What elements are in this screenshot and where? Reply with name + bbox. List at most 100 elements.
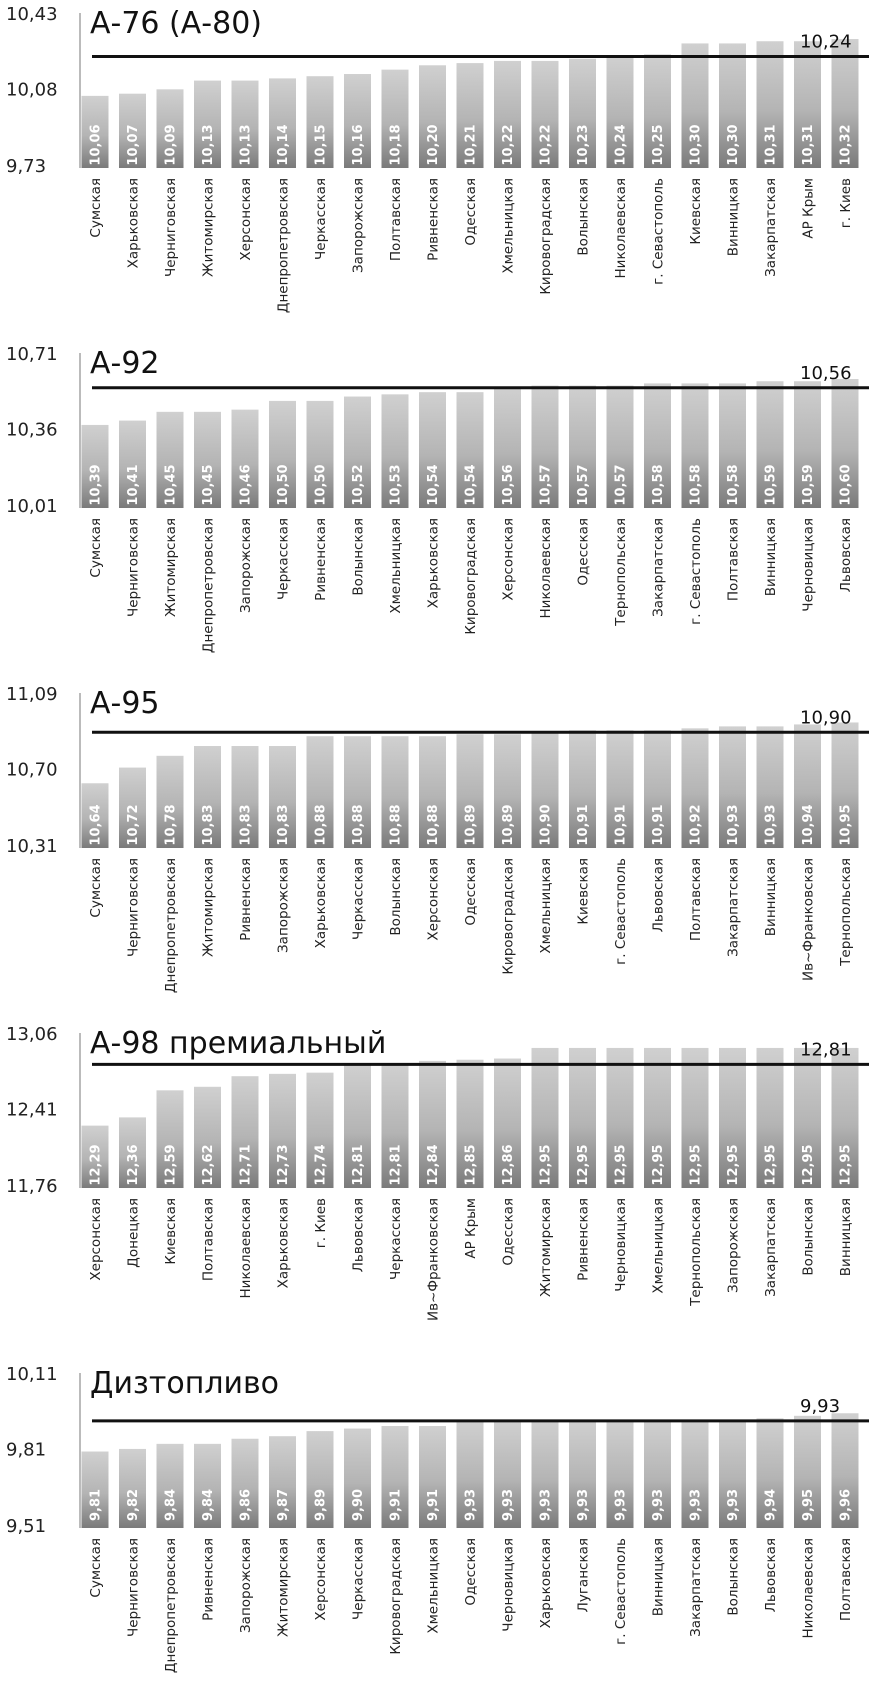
bar (569, 385, 596, 508)
category-label: Полтавская (388, 178, 404, 261)
category-label: Житомирская (201, 858, 217, 957)
category-label: Черкасская (388, 1198, 404, 1280)
bar (644, 730, 671, 848)
bar-value-label: 9,84 (164, 1489, 179, 1521)
bar (81, 424, 109, 508)
average-value-label: 10,24 (800, 32, 852, 53)
bar (719, 383, 746, 508)
bar-value-label: 9,94 (764, 1489, 779, 1521)
bar (81, 783, 109, 848)
bar-value-label: 9,95 (801, 1489, 816, 1521)
bar (569, 1420, 596, 1528)
category-label: Ривненская (576, 1198, 592, 1281)
bar (606, 385, 634, 508)
bar-value-label: 10,93 (726, 804, 741, 845)
bar (531, 60, 559, 168)
chart-a92: 10,71 10,36 10,01 10,39 10,41 10,45 10,45 10,46… (0, 340, 869, 680)
bar-value-label: 12,84 (426, 1144, 441, 1185)
y-tick-label: 10,11 (6, 1364, 58, 1385)
category-label: Сумская (88, 178, 104, 238)
y-tick-label: 11,09 (6, 684, 58, 705)
bar (606, 1047, 634, 1188)
bar (719, 43, 746, 168)
bar-value-label: 10,91 (614, 804, 629, 845)
category-label: Ривненская (313, 518, 329, 601)
category-label: г. Севастополь (688, 518, 704, 625)
bar-value-label: 10,45 (201, 464, 216, 505)
bar-value-label: 9,93 (576, 1489, 591, 1521)
bar (606, 56, 634, 168)
bar (531, 732, 559, 848)
category-label: Ив~Франковская (426, 1198, 442, 1321)
category-label: Донецкая (126, 1198, 142, 1268)
category-label: АР Крым (463, 1198, 479, 1259)
bar (644, 54, 671, 168)
bar (269, 400, 296, 508)
bar (344, 1064, 371, 1188)
bar (306, 76, 334, 168)
chart-title: А-98 премиальный (90, 1026, 386, 1061)
bar-value-label: 10,90 (539, 804, 554, 845)
category-label: Сумская (88, 518, 104, 578)
bar (831, 1047, 859, 1188)
bar (381, 1064, 409, 1188)
bar (756, 1418, 784, 1528)
bar (419, 1426, 446, 1528)
bar-value-label: 10,31 (764, 124, 779, 165)
category-label: Хмельницкая (388, 518, 404, 614)
bar-value-label: 10,92 (689, 804, 704, 845)
bar (156, 1443, 184, 1528)
category-label: Черновицкая (501, 1538, 517, 1632)
bar-value-label: 10,50 (276, 464, 291, 505)
category-label: Кировоградская (463, 518, 479, 635)
bar-value-label: 10,58 (689, 464, 704, 505)
bar (719, 726, 746, 848)
bar-value-label: 10,95 (839, 804, 854, 845)
bar (156, 411, 184, 508)
bar (156, 1090, 184, 1188)
chart-a76: 10,43 10,08 9,73 10,06 10,07 10,09 10,13 10,13 1… (0, 0, 869, 340)
bar (269, 78, 296, 168)
bar (419, 736, 446, 848)
category-label: Луганская (576, 1538, 592, 1612)
category-label: Черкасская (313, 178, 329, 260)
category-label: Кировоградская (501, 858, 517, 975)
category-label: г. Севастополь (651, 178, 667, 285)
bar-value-label: 10,93 (764, 804, 779, 845)
bar-value-label: 10,52 (351, 464, 366, 505)
bar (119, 420, 146, 508)
bar (756, 41, 784, 168)
category-label: Киевская (688, 178, 704, 245)
bar (494, 1058, 521, 1188)
bar-value-label: 12,81 (351, 1144, 366, 1185)
category-label: Винницкая (763, 518, 779, 596)
bar-value-label: 10,94 (801, 804, 816, 845)
category-label: Харьковская (126, 178, 142, 268)
category-label: Винницкая (726, 178, 742, 256)
bar-value-label: 10,53 (389, 464, 404, 505)
bar-value-label: 9,93 (614, 1489, 629, 1521)
bar (794, 724, 821, 848)
bar-value-label: 10,83 (239, 804, 254, 845)
category-label: Волынская (351, 518, 367, 596)
bar (194, 1443, 221, 1528)
bar (756, 1047, 784, 1188)
y-tick-label: 10,70 (6, 760, 58, 781)
category-label: Закарпатская (651, 518, 667, 617)
bar (156, 89, 184, 168)
category-label: Кировоградская (538, 178, 554, 295)
y-tick-label: 9,81 (6, 1440, 46, 1461)
bar-value-label: 10,59 (801, 464, 816, 505)
category-label: Закарпатская (726, 858, 742, 957)
bar (681, 1047, 709, 1188)
category-label: г. Киев (313, 1198, 329, 1248)
bar-value-label: 10,30 (689, 124, 704, 165)
category-label: Запорожская (351, 178, 367, 273)
bar (419, 392, 446, 508)
category-label: Одесская (463, 1538, 479, 1606)
category-label: Волынская (726, 1538, 742, 1616)
bar (606, 730, 634, 848)
category-label: Львовская (838, 518, 854, 592)
bar-value-label: 12,62 (201, 1144, 216, 1185)
bar-value-label: 12,29 (89, 1144, 104, 1185)
